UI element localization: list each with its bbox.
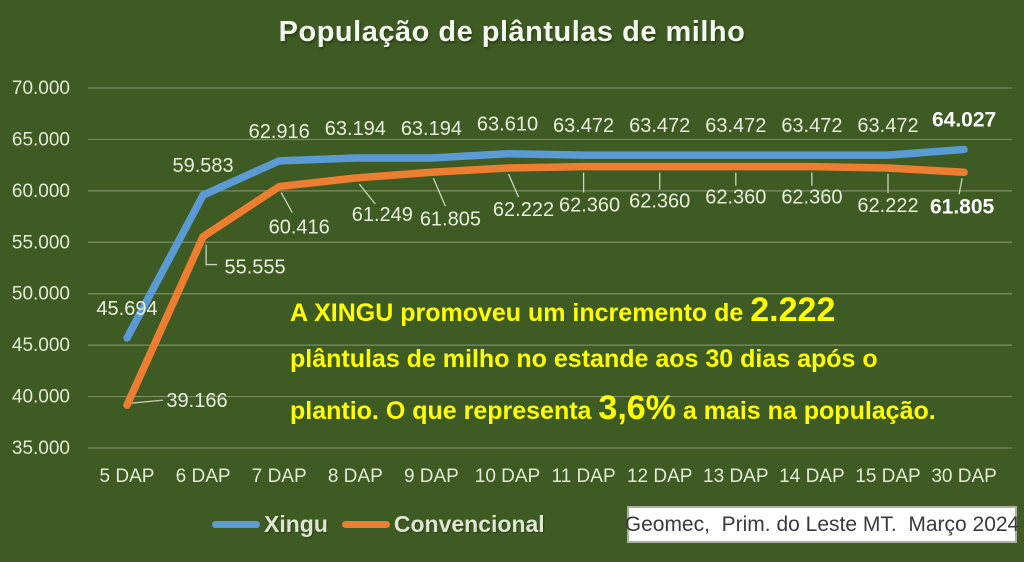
- annotation-increment-value: 2.222: [750, 291, 836, 329]
- label-leader-line: [131, 399, 164, 404]
- annotation-text: A XINGU promoveu um incremento de 2.222 …: [290, 286, 1018, 433]
- x-axis-tick-label: 9 DAP: [404, 466, 459, 487]
- convencional-data-label: 39.166: [166, 390, 227, 412]
- y-axis-tick-label: 45.000: [12, 335, 70, 356]
- y-axis-tick-label: 55.000: [12, 232, 70, 253]
- label-leader-line: [507, 173, 520, 198]
- label-leader-line: [358, 183, 376, 205]
- convencional-data-label: 62.222: [857, 195, 918, 217]
- label-leader-line: [205, 244, 218, 266]
- convencional-line: [123, 162, 968, 409]
- convencional-line-swatch: [341, 521, 390, 528]
- source-box: Geomec, Prim. do Leste MT. Março 2024: [624, 506, 1020, 543]
- convencional-data-label: 61.805: [420, 208, 481, 230]
- x-axis-tick-label: 13 DAP: [703, 466, 768, 487]
- x-axis-tick-label: 15 DAP: [855, 466, 920, 487]
- xingu-data-label: 63.472: [781, 115, 842, 137]
- legend-label-xingu: Xingu: [264, 511, 328, 537]
- convencional-data-label: 62.360: [629, 191, 690, 213]
- legend-item-xingu: Xingu: [212, 511, 328, 538]
- convencional-data-label: 62.222: [493, 199, 554, 221]
- annotation-line-1: A XINGU promoveu um incremento de 2.222: [290, 286, 1018, 335]
- xingu-data-label: 45.694: [96, 298, 157, 320]
- y-axis-tick-label: 70.000: [12, 78, 70, 99]
- convencional-data-label: 62.360: [781, 187, 842, 209]
- xingu-line-swatch: [212, 521, 260, 528]
- x-axis-tick-label: 8 DAP: [328, 466, 383, 487]
- y-axis-tick-label: 60.000: [12, 181, 70, 202]
- chart-title: População de plântulas de milho: [278, 16, 746, 48]
- x-axis-tick-label: 12 DAP: [627, 466, 692, 487]
- annotation-line2-text: plântulas de milho no estande aos 30 dia…: [290, 345, 878, 373]
- y-axis-tick-label: 35.000: [12, 438, 70, 459]
- x-axis-tick-label: 7 DAP: [252, 466, 307, 487]
- x-axis-tick-label: 14 DAP: [779, 466, 844, 487]
- xingu-data-label: 63.472: [857, 115, 918, 137]
- annotation-line-3: plantio. O que representa 3,6% a mais na…: [290, 384, 1018, 433]
- convencional-data-label: 61.249: [352, 204, 413, 226]
- x-axis-tick-label: 30 DAP: [931, 466, 996, 487]
- convencional-data-label: 61.805: [930, 195, 995, 218]
- source-text: Geomec, Prim. do Leste MT. Março 2024: [624, 512, 1020, 536]
- x-axis-tick-label: 11 DAP: [552, 466, 616, 487]
- convencional-data-label: 62.360: [705, 187, 766, 209]
- label-leader-line: [432, 178, 446, 207]
- xingu-data-label: 63.472: [629, 115, 690, 137]
- legend-label-convencional: Convencional: [393, 511, 545, 537]
- legend-item-convencional: Convencional: [341, 511, 545, 538]
- xingu-data-label: 63.610: [477, 114, 538, 136]
- label-leader-line: [280, 192, 293, 213]
- y-axis-tick-label: 65.000: [12, 129, 70, 150]
- xingu-line: [123, 145, 968, 342]
- label-leader-line: [958, 178, 963, 195]
- xingu-data-label: 64.027: [932, 108, 996, 131]
- annotation-line-2: plântulas de milho no estande aos 30 dia…: [290, 335, 1018, 384]
- annotation-line3-tail: a mais na população.: [675, 397, 936, 425]
- annotation-percent-value: 3,6%: [598, 389, 676, 427]
- xingu-data-label: 63.472: [705, 115, 766, 137]
- x-axis-tick-label: 5 DAP: [100, 466, 155, 487]
- xingu-data-label: 62.916: [249, 121, 310, 143]
- x-axis-tick-label: 6 DAP: [176, 466, 231, 487]
- x-axis-tick-label: 10 DAP: [475, 466, 540, 487]
- xingu-data-label: 63.472: [553, 115, 614, 137]
- convencional-data-label: 62.360: [559, 195, 620, 217]
- xingu-data-label: 63.194: [325, 118, 386, 140]
- convencional-data-label: 60.416: [269, 217, 330, 239]
- y-axis-tick-label: 50.000: [12, 284, 70, 305]
- annotation-line3-text: plantio. O que representa: [290, 397, 599, 425]
- annotation-line1-text: A XINGU promoveu um incremento de: [290, 299, 751, 327]
- convencional-data-label: 55.555: [225, 257, 286, 279]
- xingu-data-label: 63.194: [401, 118, 462, 140]
- chart-legend: Xingu Convencional: [212, 511, 545, 538]
- y-axis-tick-label: 40.000: [12, 387, 70, 408]
- xingu-data-label: 59.583: [173, 155, 234, 177]
